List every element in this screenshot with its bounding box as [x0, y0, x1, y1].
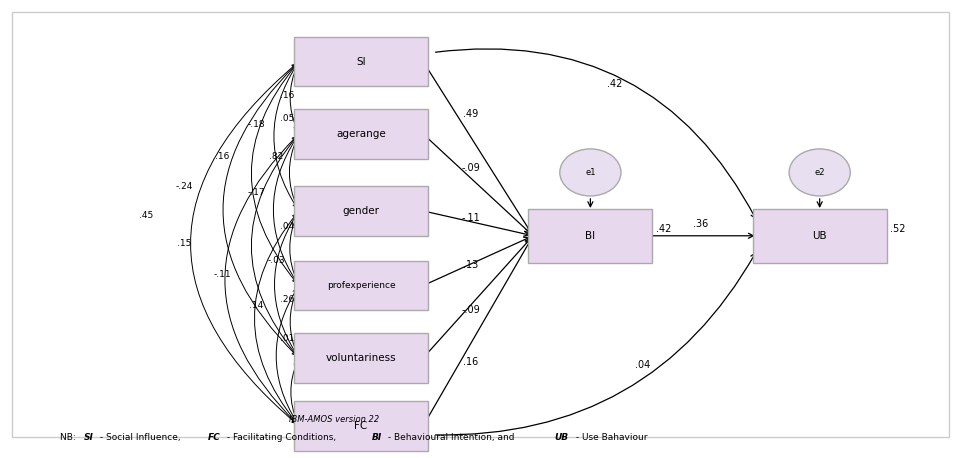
Text: NB:: NB:: [61, 433, 79, 442]
Text: - Use Bahaviour: - Use Bahaviour: [573, 433, 647, 442]
Text: -.03: -.03: [267, 256, 284, 265]
Text: .42: .42: [606, 79, 622, 89]
Text: -.17: -.17: [247, 188, 265, 197]
FancyBboxPatch shape: [752, 209, 887, 263]
Text: -.11: -.11: [461, 213, 480, 223]
Text: voluntariness: voluntariness: [326, 353, 396, 363]
FancyBboxPatch shape: [294, 401, 428, 451]
Text: -.18: -.18: [247, 120, 265, 130]
Text: FC: FC: [355, 421, 368, 431]
Text: UB: UB: [554, 433, 569, 442]
Text: .16: .16: [281, 91, 295, 100]
Ellipse shape: [560, 149, 621, 196]
Text: e1: e1: [585, 168, 596, 177]
Text: .04: .04: [281, 222, 295, 231]
Text: - Behavioural Intention, and: - Behavioural Intention, and: [384, 433, 517, 442]
Text: .01: .01: [281, 334, 295, 343]
FancyBboxPatch shape: [294, 109, 428, 159]
Text: .04: .04: [635, 360, 651, 370]
Text: BI: BI: [585, 231, 596, 241]
Text: .82: .82: [269, 152, 283, 161]
Text: SI: SI: [84, 433, 94, 442]
Text: .15: .15: [177, 239, 191, 248]
FancyBboxPatch shape: [529, 209, 653, 263]
Text: BI: BI: [372, 433, 382, 442]
Text: SI: SI: [357, 57, 366, 66]
Text: .52: .52: [890, 224, 906, 234]
Text: .16: .16: [215, 152, 230, 161]
FancyBboxPatch shape: [294, 37, 428, 87]
Text: gender: gender: [342, 206, 380, 216]
Ellipse shape: [789, 149, 850, 196]
Text: .45: .45: [139, 211, 153, 220]
FancyBboxPatch shape: [294, 186, 428, 236]
Text: UB: UB: [812, 231, 827, 241]
Text: - Social Influence,: - Social Influence,: [97, 433, 184, 442]
Text: -.24: -.24: [176, 181, 193, 191]
Text: FC: FC: [208, 433, 220, 442]
Text: - Facilitating Conditions,: - Facilitating Conditions,: [224, 433, 339, 442]
Text: IBM-AMOS version 22: IBM-AMOS version 22: [289, 415, 380, 425]
Text: .16: .16: [463, 358, 479, 367]
Text: profexperience: profexperience: [327, 281, 395, 290]
Text: -.09: -.09: [461, 305, 480, 316]
Text: e2: e2: [814, 168, 825, 177]
Text: agerange: agerange: [336, 129, 386, 139]
Text: .49: .49: [463, 109, 479, 119]
Text: .13: .13: [463, 260, 479, 270]
Text: .26: .26: [281, 294, 295, 304]
Text: .14: .14: [249, 301, 263, 311]
Text: .05: .05: [281, 114, 295, 123]
FancyBboxPatch shape: [294, 261, 428, 311]
Text: -.09: -.09: [461, 163, 480, 173]
Text: .42: .42: [656, 224, 672, 234]
Text: .36: .36: [693, 219, 708, 229]
Text: -.11: -.11: [213, 270, 232, 279]
FancyBboxPatch shape: [294, 333, 428, 383]
